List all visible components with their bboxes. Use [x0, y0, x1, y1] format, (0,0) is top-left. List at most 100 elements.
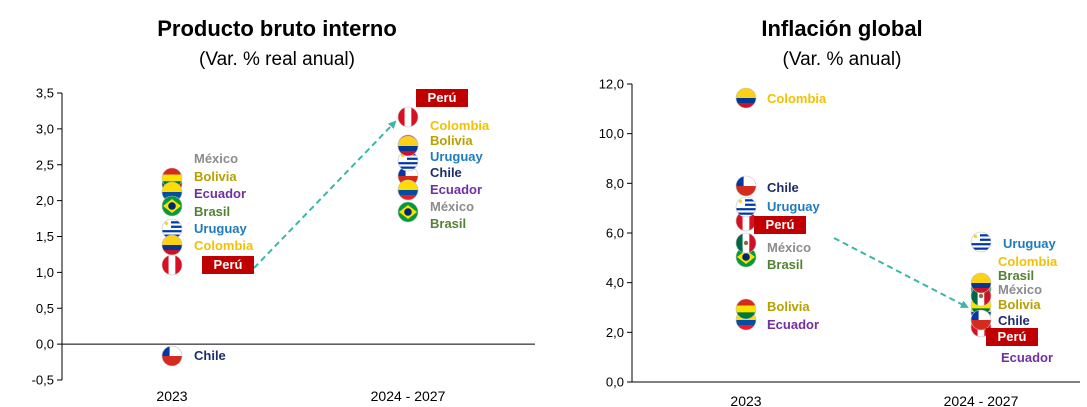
flag-outline	[735, 298, 757, 320]
flag-fill	[971, 273, 991, 293]
colombia-flag-icon	[735, 87, 757, 109]
flag-band	[736, 233, 743, 253]
y-tick-label: 1,0	[36, 265, 54, 280]
gdp-chart: Producto bruto interno (Var. % real anua…	[32, 16, 535, 404]
colombia-label: Colombia	[194, 238, 254, 253]
chile-flag-icon	[161, 345, 183, 367]
flag-outline	[970, 309, 992, 331]
flag-fill	[398, 202, 418, 222]
flag-band	[162, 250, 182, 255]
chart-title: Inflación global	[761, 16, 922, 41]
flag-band	[971, 247, 991, 250]
flag-band	[736, 103, 756, 108]
peru-label: Perú	[998, 329, 1027, 344]
y-tick-label: 0,5	[36, 301, 54, 316]
flag-band	[162, 230, 182, 233]
flag-fill	[736, 176, 756, 196]
peru-label-box	[416, 89, 468, 107]
flag-outline	[161, 195, 183, 217]
flag-fill	[162, 346, 182, 366]
uruguay-label: Uruguay	[194, 221, 248, 236]
y-tick-label: 6,0	[606, 226, 624, 241]
flag-band	[398, 162, 418, 165]
bolivia-label: Bolivia	[998, 297, 1041, 312]
uruguay-flag-icon	[735, 196, 757, 218]
uruguay-flag-icon	[970, 231, 992, 253]
flag-outline	[161, 345, 183, 367]
flag-band	[162, 356, 182, 366]
flag-band	[162, 192, 182, 197]
flag-band	[971, 288, 991, 293]
flag-band	[168, 255, 176, 275]
trend-arrow	[833, 237, 969, 308]
y-tick-label: 3,0	[36, 121, 54, 136]
y-tick-label: 4,0	[606, 275, 624, 290]
mexico-label: México	[767, 240, 811, 255]
y-tick-label: 0,0	[36, 337, 54, 352]
chile-flag-icon	[735, 175, 757, 197]
flag-outline	[397, 201, 419, 223]
ecuador-label: Ecuador	[430, 182, 482, 197]
flag-band	[736, 186, 756, 196]
flag-band	[162, 168, 182, 175]
chile-label: Chile	[998, 313, 1030, 328]
trend-arrow	[253, 120, 397, 269]
chart-title: Producto bruto interno	[157, 16, 397, 41]
flag-band	[398, 136, 418, 146]
bolivia-label: Bolivia	[194, 169, 237, 184]
colombia-flag-icon	[397, 135, 419, 157]
flag-band	[736, 88, 756, 98]
flag-fill	[736, 88, 756, 108]
ecuador-label: Ecuador	[1001, 350, 1053, 365]
bolivia-label: Bolivia	[430, 133, 473, 148]
flag-band	[742, 211, 750, 231]
flag-band	[736, 199, 756, 202]
flag-band	[162, 225, 182, 228]
flag-band	[398, 166, 418, 169]
flag-outline	[397, 179, 419, 201]
colombia-label: Colombia	[767, 91, 827, 106]
flag-canton	[398, 166, 406, 176]
flag-outline	[397, 135, 419, 157]
x-category-label: 2023	[156, 388, 187, 404]
flag-emblem	[978, 293, 984, 299]
flag-band	[736, 208, 756, 211]
y-tick-label: 8,0	[606, 176, 624, 191]
flag-band	[736, 176, 756, 186]
y-tick-label: 10,0	[599, 126, 624, 141]
peru-label: Perú	[766, 217, 795, 232]
uruguay-flag-icon	[161, 218, 183, 240]
y-tick-label: 3,5	[36, 86, 54, 101]
uruguay-label: Uruguay	[1003, 236, 1057, 251]
flag-fill	[398, 151, 418, 171]
y-tick-label: 2,5	[36, 157, 54, 172]
flag-band	[736, 325, 756, 330]
inflation-chart: Inflación global (Var. % anual) 0,0 2,0 4,…	[599, 16, 1080, 407]
flag-band	[971, 243, 991, 246]
flag-band	[398, 190, 418, 195]
y-tick-label: 0,0	[606, 375, 624, 390]
flag-canton	[736, 176, 744, 186]
flag-band	[971, 273, 991, 283]
flag-outline	[161, 254, 183, 276]
uruguay-label: Uruguay	[430, 149, 484, 164]
x-category-label: 2024 - 2027	[944, 393, 1019, 407]
flag-band	[736, 211, 743, 231]
chart-subtitle: (Var. % real anual)	[199, 49, 355, 70]
flag-band	[162, 245, 182, 250]
flag-band	[398, 151, 418, 156]
flag-fill	[736, 233, 756, 253]
flag-band	[749, 211, 756, 231]
flag-band	[398, 180, 418, 190]
flag-canton	[971, 310, 979, 320]
mexico-label: México	[998, 282, 1042, 297]
colombia-flag-icon	[161, 234, 183, 256]
flag-fill	[398, 136, 418, 156]
flag-fill	[398, 180, 418, 200]
flag-band	[175, 255, 182, 275]
flag-sun	[738, 199, 743, 203]
y-tick-label: -0,5	[32, 373, 54, 388]
colombia-flag-icon	[970, 272, 992, 294]
uruguay-flag-icon	[397, 150, 419, 172]
